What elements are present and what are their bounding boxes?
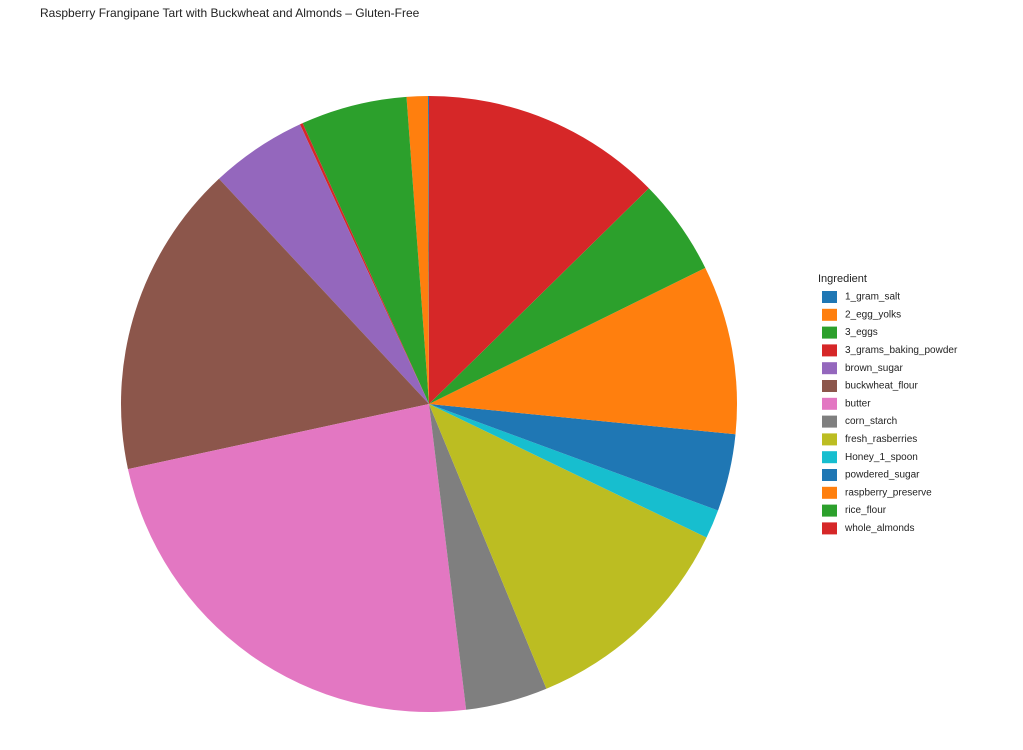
legend-swatch: [822, 291, 837, 303]
legend-label: whole_almonds: [844, 523, 915, 534]
legend-label: 2_egg_yolks: [845, 309, 901, 320]
legend-swatch: [822, 433, 837, 446]
legend-swatch: [822, 308, 837, 321]
pie-slice: [429, 404, 719, 538]
chart-title: Raspberry Frangipane Tart with Buckwheat…: [40, 6, 420, 20]
legend-label: 3_grams_baking_powder: [845, 345, 958, 356]
legend-swatch: [822, 522, 837, 535]
legend-label: powdered_sugar: [845, 470, 920, 481]
legend-label: Honey_1_spoon: [845, 452, 918, 463]
pie-slice: [429, 188, 706, 404]
legend-swatch: [822, 415, 837, 428]
legend-swatch: [822, 362, 837, 375]
pie-slice: [429, 404, 547, 710]
legend-swatch: [822, 326, 837, 339]
legend-label: rice_flour: [845, 505, 887, 516]
legend-swatch: [822, 486, 837, 499]
legend-label: brown_sugar: [845, 363, 903, 374]
pie-slice: [299, 123, 429, 404]
legend-label: buckwheat_flour: [845, 381, 918, 392]
legend-swatch: [822, 451, 837, 464]
legend-swatch: [822, 344, 837, 357]
legend-title: Ingredient: [818, 273, 867, 285]
pie-slice: [429, 404, 736, 511]
pie-slice: [428, 96, 429, 404]
pie-slice: [127, 404, 467, 712]
pie-slice: [429, 404, 707, 689]
pie-slice: [429, 96, 649, 404]
legend-label: 3_eggs: [845, 327, 878, 338]
legend-swatch: [822, 397, 837, 410]
pie-slice: [302, 96, 429, 405]
legend-swatch: [822, 380, 837, 392]
legend-label: butter: [845, 398, 871, 409]
legend-label: 1_gram_salt: [845, 292, 900, 303]
legend-label: fresh_rasberries: [845, 434, 917, 445]
pie-slice: [429, 267, 738, 435]
pie-slice: [218, 124, 429, 404]
pie-slice: [121, 178, 430, 470]
legend-swatch: [822, 469, 837, 481]
legend-label: raspberry_preserve: [845, 487, 932, 498]
pie-slice: [406, 96, 429, 404]
legend-label: corn_starch: [845, 416, 897, 427]
legend-swatch: [822, 504, 837, 517]
